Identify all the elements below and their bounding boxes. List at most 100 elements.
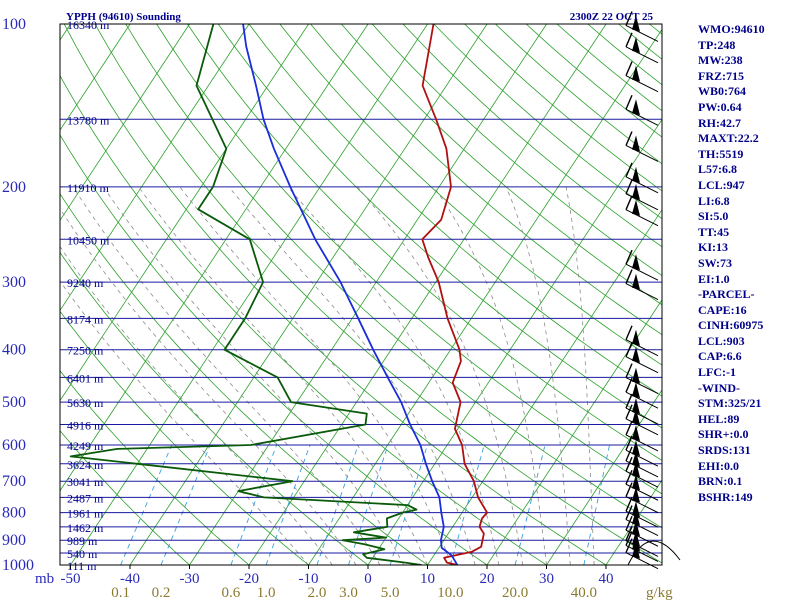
mixing-ratio-label: 40.0	[571, 585, 597, 600]
wind-barb	[626, 421, 658, 451]
isotherm-line	[368, 24, 725, 565]
temperature-line	[422, 24, 487, 565]
wind-barb-feather	[626, 326, 632, 340]
index-line: SW:73	[698, 256, 798, 272]
height-label: 5630 m	[67, 396, 104, 410]
dry-adiabat-line	[33, 24, 564, 577]
mixing-ratio-label: 0.1	[111, 585, 130, 600]
dry-adiabat-line	[64, 24, 624, 577]
height-label: 3041 m	[67, 475, 104, 489]
moist-adiabat-line	[506, 187, 570, 565]
wind-barb	[626, 33, 658, 63]
wind-barb-flag	[632, 274, 640, 290]
dry-adiabat-line	[0, 24, 323, 577]
index-line: SHR+:0.0	[698, 427, 798, 443]
wind-barb-staff	[626, 25, 658, 41]
index-line: TT:45	[698, 225, 798, 241]
wind-barb-flag	[632, 99, 640, 115]
temp-tick-label: 10	[420, 571, 435, 587]
wind-barb	[626, 95, 658, 125]
chart-title: YPPH (94610) Sounding	[66, 11, 181, 23]
index-line: LI:6.8	[698, 194, 798, 210]
temp-tick-label: 40	[599, 571, 614, 587]
wind-barb	[626, 531, 658, 561]
index-line: SI:5.0	[698, 209, 798, 225]
temp-tick-label: 20	[480, 571, 495, 587]
index-line: TH:5519	[698, 147, 798, 163]
height-label: 8174 m	[67, 312, 104, 326]
mixing-ratio-line	[515, 445, 545, 565]
height-label: 4916 m	[67, 419, 104, 433]
mixing-ratio-line	[317, 445, 358, 565]
index-line: EI:1.0	[698, 272, 798, 288]
wind-barb	[626, 163, 658, 193]
pressure-label: 400	[2, 342, 26, 359]
pressure-label: 300	[2, 274, 26, 291]
height-label: 13780 m	[67, 113, 110, 127]
isotherm-line	[71, 24, 428, 565]
pressure-label: 700	[2, 473, 26, 490]
pressure-label: 500	[2, 394, 26, 411]
plot-frame	[60, 24, 662, 565]
wind-barb-staff	[626, 109, 658, 125]
wind-barb-feather	[626, 95, 632, 109]
wind-barb-staff	[626, 284, 658, 300]
wind-barb	[626, 364, 658, 394]
pressure-label: 600	[2, 437, 26, 454]
wind-barb-flag	[632, 37, 640, 53]
dry-adiabat-line	[0, 24, 383, 577]
mixing-ratio-line	[161, 445, 210, 565]
wind-barb-feather	[626, 378, 632, 392]
wind-barb-feather	[626, 196, 632, 210]
moist-adiabat-line	[1, 187, 309, 565]
temp-tick-label: -50	[61, 571, 81, 587]
index-line: -PARCEL-	[698, 287, 798, 303]
wind-barb-feather	[626, 421, 632, 435]
index-line: L57:6.8	[698, 162, 798, 178]
index-line: WMO:94610	[698, 22, 798, 38]
height-label: 6401 m	[67, 371, 104, 385]
wind-barb	[626, 196, 658, 226]
height-label: 3624 m	[67, 458, 104, 472]
height-label: 7250 m	[67, 344, 104, 358]
pressure-label: 100	[2, 16, 26, 33]
isotherm-line	[309, 24, 666, 565]
temp-tick-label: -30	[180, 571, 200, 587]
index-line: MAXT:22.2	[698, 131, 798, 147]
moist-adiabat-line	[180, 187, 452, 565]
wind-barb-feather	[626, 62, 632, 76]
wind-barb-feather	[626, 131, 632, 145]
index-line: MW:238	[698, 53, 798, 69]
mixing-ratio-label: 3.0	[339, 585, 358, 600]
mixing-ratio-label: 10.0	[437, 585, 463, 600]
index-line: BSHR:149	[698, 490, 798, 506]
index-line: TP:248	[698, 38, 798, 54]
wind-barb	[626, 250, 658, 280]
index-line: CAPE:16	[698, 303, 798, 319]
mixing-ratio-label: 2.0	[308, 585, 327, 600]
wind-barb	[626, 270, 658, 300]
chart-timestamp: 2300Z 22 OCT 25	[570, 11, 654, 23]
wind-barb-staff	[626, 392, 658, 408]
index-line: HEL:89	[698, 412, 798, 428]
temp-tick-label: 30	[539, 571, 554, 587]
dewpoint-line	[71, 24, 422, 565]
index-line: LFC:-1	[698, 365, 798, 381]
height-label: 10450 m	[67, 233, 110, 247]
wind-barb-staff	[626, 194, 658, 210]
wind-barb-flag	[632, 135, 640, 151]
index-line: EHI:0.0	[698, 459, 798, 475]
height-label: 11910 m	[67, 181, 110, 195]
wind-barb-flag	[632, 330, 640, 346]
temp-axis-label: mb	[35, 571, 54, 587]
mixing-ratio-label: 0.6	[221, 585, 240, 600]
index-line: CAP:6.6	[698, 349, 798, 365]
index-line: CINH:60975	[698, 318, 798, 334]
height-label: 2487 m	[67, 491, 104, 505]
index-line: KI:13	[698, 240, 798, 256]
temp-tick-label: 0	[364, 571, 372, 587]
height-label: 9240 m	[67, 276, 104, 290]
index-line: BRN:0.1	[698, 474, 798, 490]
